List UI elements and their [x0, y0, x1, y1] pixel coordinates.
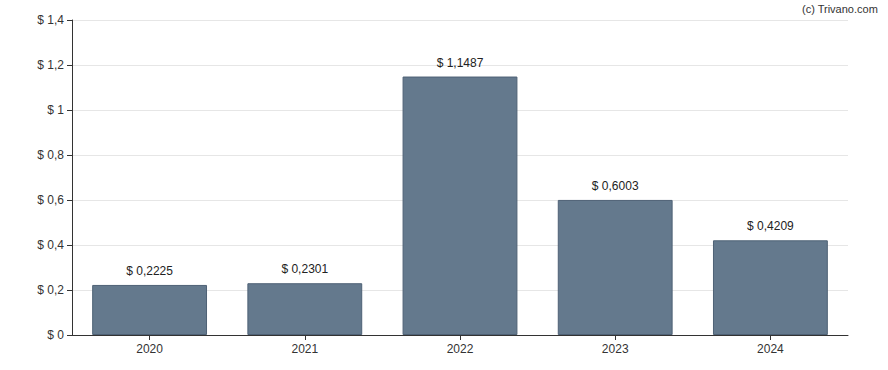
- svg-text:$ 1,4: $ 1,4: [37, 13, 64, 27]
- svg-text:$ 0,2301: $ 0,2301: [281, 262, 328, 276]
- svg-text:$ 0,6003: $ 0,6003: [592, 179, 639, 193]
- svg-text:2022: 2022: [447, 342, 474, 356]
- svg-text:$ 1: $ 1: [47, 103, 64, 117]
- svg-text:$ 0,4209: $ 0,4209: [747, 219, 794, 233]
- svg-text:$ 0,2225: $ 0,2225: [126, 264, 173, 278]
- svg-text:2023: 2023: [602, 342, 629, 356]
- svg-text:$ 1,2: $ 1,2: [37, 58, 64, 72]
- svg-text:$ 1,1487: $ 1,1487: [437, 56, 484, 70]
- svg-text:$ 0,2: $ 0,2: [37, 283, 64, 297]
- svg-text:2024: 2024: [757, 342, 784, 356]
- svg-text:$ 0,4: $ 0,4: [37, 238, 64, 252]
- svg-text:$ 0,6: $ 0,6: [37, 193, 64, 207]
- svg-text:(c) Trivano.com: (c) Trivano.com: [802, 3, 878, 15]
- svg-text:2021: 2021: [291, 342, 318, 356]
- svg-text:$ 0: $ 0: [47, 328, 64, 342]
- svg-text:$ 0,8: $ 0,8: [37, 148, 64, 162]
- svg-text:2020: 2020: [136, 342, 163, 356]
